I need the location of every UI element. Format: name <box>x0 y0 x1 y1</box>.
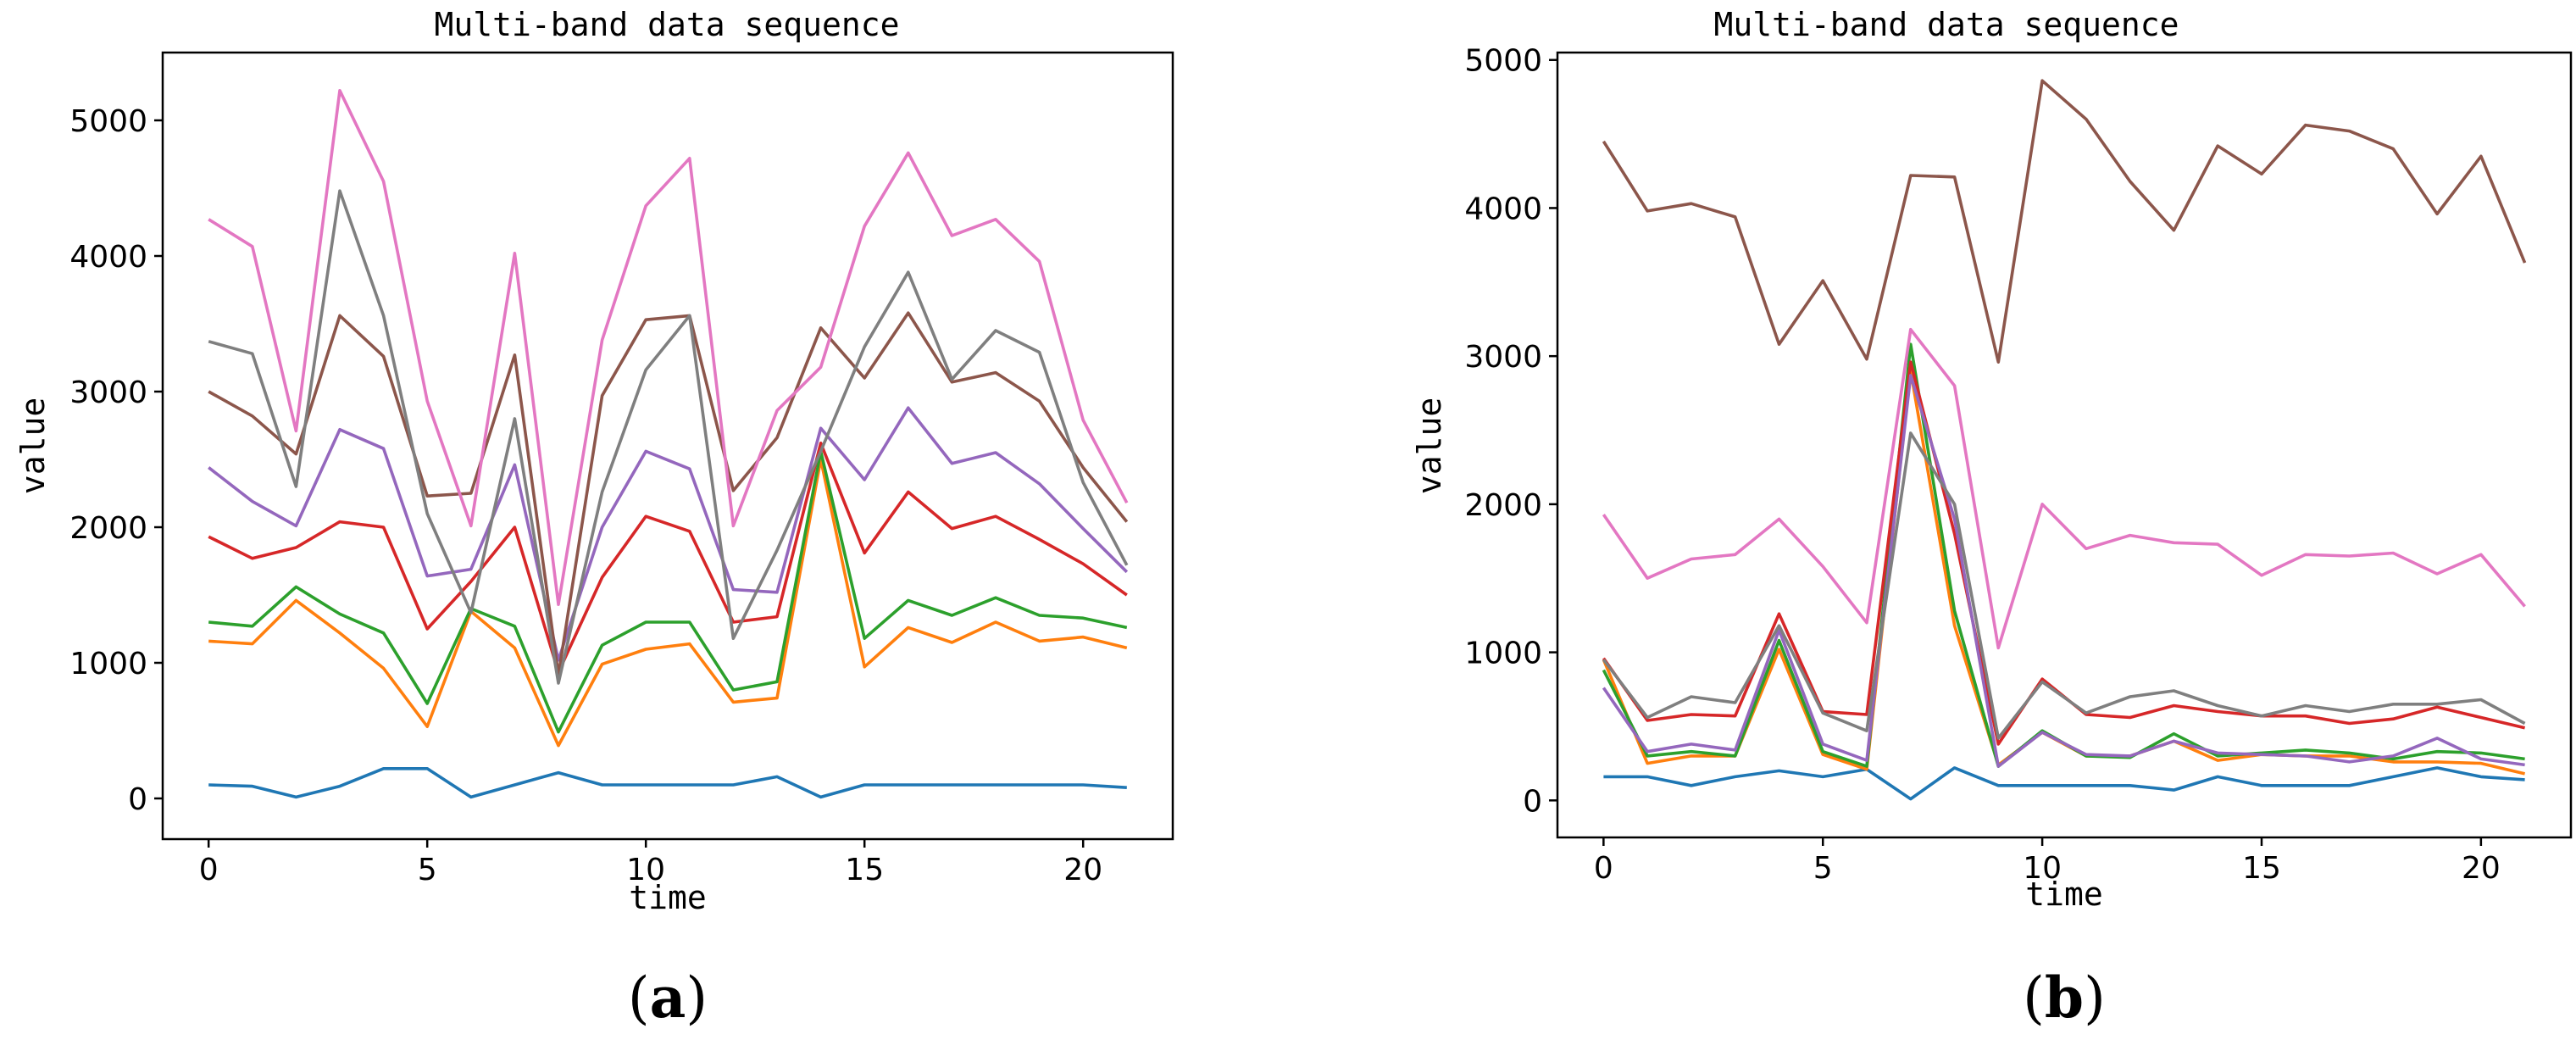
chart-panel-a: Multi-band data sequence 0 5 10 15 20 0 1000 2… <box>14 6 1174 1031</box>
series-line-band-8 <box>208 189 1129 685</box>
series-line-band-6 <box>208 311 1129 677</box>
x-axis-label: time <box>629 879 707 916</box>
y-axis-ticks: 0 1000 2000 3000 4000 5000 <box>69 104 163 817</box>
y-tick-label: 1000 <box>69 647 147 681</box>
x-tick-label: 5 <box>1813 851 1833 886</box>
series-group <box>208 89 1129 799</box>
y-tick-label: 0 <box>1523 784 1542 819</box>
series-line-band-4 <box>208 441 1128 675</box>
x-tick-label: 10 <box>626 853 665 887</box>
series-line-band-5 <box>208 406 1129 662</box>
plot-frame <box>161 51 1174 841</box>
series-line-band-1 <box>1603 766 2525 801</box>
y-axis-ticks: 0 1000 2000 3000 4000 5000 <box>1464 44 1557 819</box>
x-tick-label: 10 <box>2023 851 2062 886</box>
x-tick-label: 0 <box>1594 851 1613 886</box>
y-tick-label: 5000 <box>69 104 147 139</box>
y-axis-label: value <box>1411 398 1448 494</box>
x-tick-label: 15 <box>845 853 884 887</box>
y-tick-label: 3000 <box>69 375 147 410</box>
y-tick-label: 0 <box>128 782 147 817</box>
y-axis-label: value <box>14 398 52 494</box>
x-axis-label: time <box>2025 876 2103 913</box>
y-tick-label: 5000 <box>1464 44 1542 79</box>
series-line-band-8 <box>1602 431 2526 740</box>
chart-panel-b: Multi-band data sequence 0 5 10 15 20 0 1000 2… <box>1411 6 2573 1031</box>
series-line-band-2 <box>1602 369 2526 776</box>
chart-title: Multi-band data sequence <box>434 6 899 43</box>
series-line-band-5 <box>1602 374 2525 768</box>
series-line-band-7 <box>208 89 1129 607</box>
x-tick-label: 5 <box>418 853 437 887</box>
x-tick-label: 20 <box>2462 851 2501 886</box>
x-tick-label: 20 <box>1063 853 1102 887</box>
series-line-band-2 <box>208 458 1128 748</box>
x-axis-ticks: 0 5 10 15 20 <box>1594 837 2501 886</box>
series-line-band-3 <box>208 449 1128 734</box>
x-axis-ticks: 0 5 10 15 20 <box>199 839 1102 887</box>
series-line-band-7 <box>1602 327 2526 650</box>
series-line-band-1 <box>208 766 1127 799</box>
x-tick-label: 0 <box>199 853 219 887</box>
series-line-band-6 <box>1602 79 2527 364</box>
panel-label-b: (b) <box>2023 965 2106 1031</box>
y-tick-label: 2000 <box>69 511 147 546</box>
plot-frame <box>1556 51 2573 839</box>
series-group <box>1602 79 2527 801</box>
chart-title: Multi-band data sequence <box>1713 6 2179 43</box>
x-tick-label: 15 <box>2242 851 2281 886</box>
y-tick-label: 4000 <box>69 240 147 275</box>
y-tick-label: 4000 <box>1464 192 1542 226</box>
y-tick-label: 3000 <box>1464 340 1542 375</box>
y-tick-label: 1000 <box>1464 637 1542 671</box>
y-tick-label: 2000 <box>1464 488 1542 523</box>
panel-label-a: (a) <box>628 965 708 1031</box>
